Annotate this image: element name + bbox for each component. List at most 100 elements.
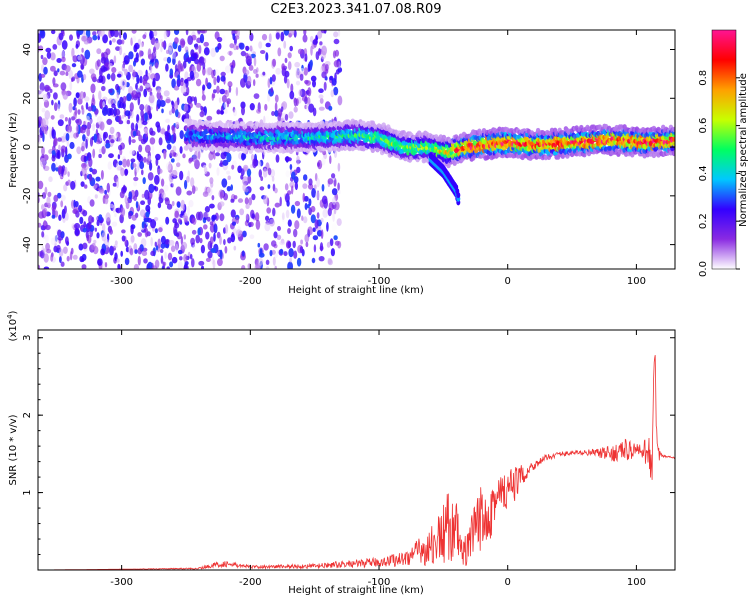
spectrogram-cell [206, 216, 211, 222]
spectrogram-cell [194, 43, 199, 50]
spectrogram-cell [41, 204, 45, 211]
spectrogram-cell [74, 222, 81, 230]
spectrogram-cell [316, 178, 320, 188]
spectrogram-cell [43, 66, 48, 75]
spectrogram-cell [197, 227, 201, 236]
spectrogram-cell [47, 191, 52, 198]
spectrogram-cell [277, 226, 281, 231]
spectrogram-cell [40, 30, 46, 39]
spectrogram-cell [42, 57, 48, 66]
spectrogram-cell [60, 261, 65, 267]
spectrogram-cell [106, 182, 111, 193]
spectrogram-cell [319, 242, 324, 252]
spectrogram-cell [60, 82, 67, 91]
spectrogram-cell [97, 30, 103, 37]
spectrogram-cell [145, 211, 150, 218]
spectrogram-cell [191, 258, 195, 268]
spectrogram-cell [180, 210, 185, 216]
spectrogram-cell [73, 111, 77, 120]
spectrogram-cell [121, 39, 125, 45]
spectrogram-cell [57, 137, 62, 142]
spectrogram-cell [68, 117, 72, 126]
spectrogram-cell [260, 176, 264, 182]
chart-title: C2E3.2023.341.07.08.R09 [270, 2, 442, 17]
spectrogram-cell [269, 249, 273, 257]
spectrogram-cell [43, 219, 47, 227]
y-tick-label: -40 [22, 236, 33, 252]
spectrogram-cell [164, 251, 167, 259]
spectrogram-cell [308, 103, 315, 113]
spectrogram-cell [172, 57, 176, 66]
spectrogram-cell [213, 152, 216, 160]
spectrogram-cell [155, 253, 160, 259]
spectrogram-cell [155, 153, 161, 161]
spectrogram-cell [269, 76, 273, 85]
spectrogram-cell [139, 104, 145, 111]
spectrogram-cell [82, 210, 88, 217]
spectrogram-cell [261, 33, 268, 41]
spectrogram-cell [66, 255, 70, 262]
x-tick-label: 0 [505, 577, 511, 588]
spectrogram-cell [199, 237, 203, 244]
spectrogram-cell [94, 227, 98, 232]
spectrogram-cell [99, 132, 103, 142]
spectrogram-cell [144, 227, 149, 238]
spectrogram-cell [128, 212, 132, 220]
spectrogram-cell [135, 165, 140, 173]
spectrogram-cell [121, 229, 126, 234]
spectrogram-cell [251, 193, 256, 201]
spectrogram-cell [330, 89, 335, 98]
spectrogram-cell [220, 191, 223, 200]
spectrogram-cell [169, 68, 174, 76]
spectrogram-cell [59, 70, 66, 76]
spectrogram-cell [166, 266, 171, 269]
spectrogram-cell [93, 133, 98, 143]
spectrogram-cell [92, 31, 97, 36]
spectrogram-cell [201, 30, 208, 34]
spectrogram-cell [262, 71, 266, 76]
spectrogram-cell [224, 224, 229, 234]
spectrogram-cell [190, 237, 196, 246]
spectrogram-cell [302, 192, 306, 203]
spectrogram-cell [144, 83, 151, 88]
spectrogram-cell [280, 106, 284, 112]
x-tick-label: -100 [368, 577, 391, 588]
spectrogram-cell [221, 178, 228, 188]
spectrogram-cell [43, 207, 48, 217]
spectrogram-cell [163, 90, 170, 97]
spectrogram-cell [226, 152, 232, 163]
spectrogram-cell [60, 231, 65, 239]
spectrogram-cell [140, 138, 147, 145]
spectrogram-cell [140, 58, 146, 66]
spectrogram-cell [142, 120, 148, 126]
spectrogram-cell [65, 236, 69, 245]
spectrogram-cell [209, 242, 213, 249]
spectrogram-cell [122, 158, 128, 168]
colorbar-tick-label: 0.6 [698, 118, 709, 134]
spectrogram-cell [180, 40, 186, 46]
spectrogram-cell [116, 73, 122, 78]
spectrogram-cell [322, 208, 329, 218]
spectrogram-cell [332, 212, 335, 222]
x-tick-label: 0 [505, 276, 511, 287]
spectrogram-cell [154, 228, 158, 234]
spectrogram-cell [230, 64, 234, 74]
spectrogram-cell [72, 55, 78, 63]
spectrogram-cell [241, 250, 245, 257]
spectrogram-cell [215, 152, 220, 157]
x-tick-label: 100 [627, 577, 646, 588]
spectrogram-cell [245, 55, 252, 66]
spectrogram-cell [171, 78, 176, 89]
spectrogram-cell [87, 221, 92, 230]
spectrogram-cell [82, 242, 88, 250]
spectrogram-cell [128, 64, 134, 73]
spectrogram-cell [285, 209, 290, 219]
spectrogram-cell [271, 74, 276, 82]
spectrogram-cell [294, 220, 300, 230]
spectrogram-cell [247, 174, 252, 184]
spectrogram-cell [249, 221, 254, 227]
spectrogram-cell [77, 98, 83, 105]
spectrogram-cell [220, 75, 226, 82]
spectrogram-cell [317, 159, 323, 170]
spectrogram-cell [211, 69, 215, 79]
